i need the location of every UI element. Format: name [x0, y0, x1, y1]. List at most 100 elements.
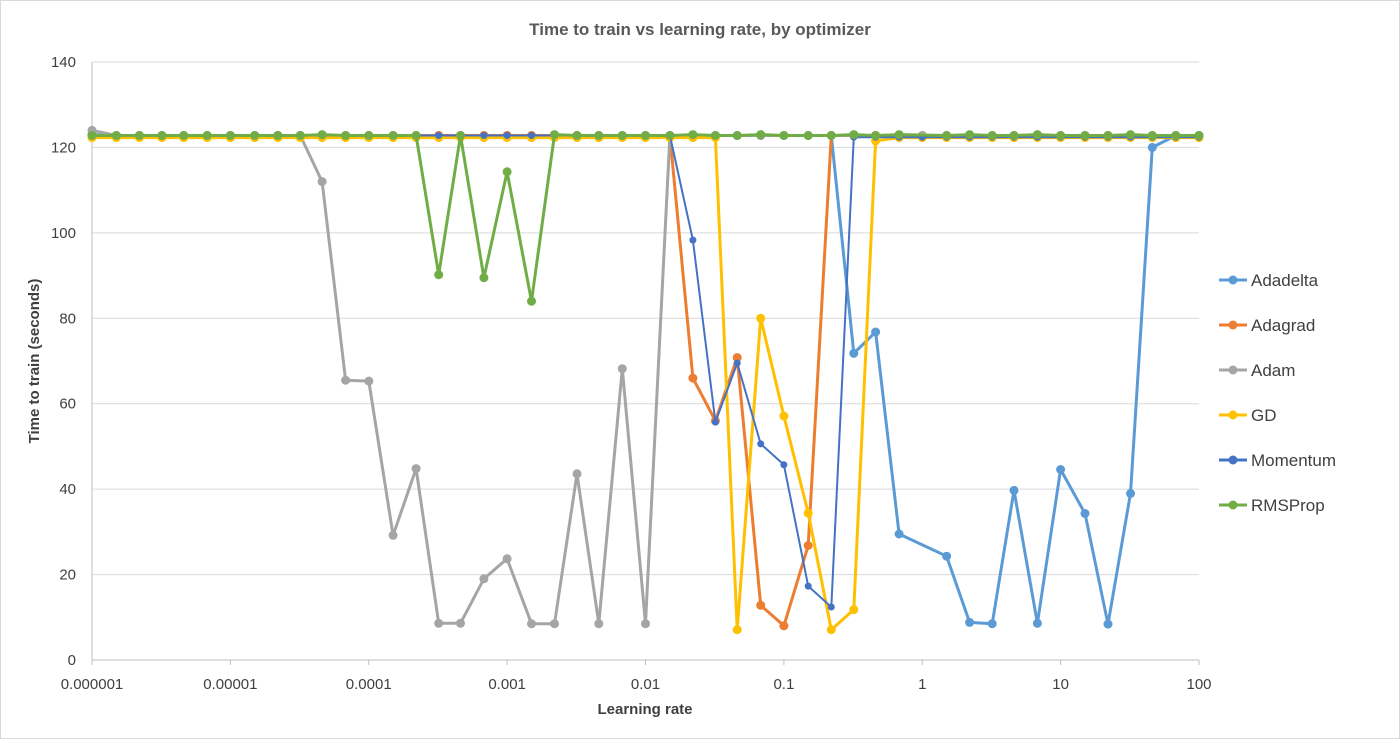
data-point-rmsprop	[456, 131, 465, 140]
data-point-rmsprop	[388, 131, 398, 140]
data-point-rmsprop	[434, 270, 444, 280]
y-tick-label: 80	[59, 310, 76, 327]
series-line-adagrad	[92, 134, 1199, 628]
data-point-rmsprop	[1194, 131, 1204, 140]
data-point-momentum	[480, 132, 488, 139]
series-line-adadelta	[91, 133, 1199, 626]
legend-item-adadelta: Adadelta	[1219, 271, 1319, 290]
data-point-rmsprop	[157, 131, 167, 140]
data-point-rmsprop	[341, 131, 351, 140]
data-point-rmsprop	[179, 131, 189, 140]
data-point-rmsprop	[111, 131, 121, 140]
data-point-adadelta	[965, 617, 975, 627]
data-point-adam	[341, 375, 351, 385]
data-point-rmsprop	[826, 131, 836, 140]
data-point-rmsprop	[202, 131, 212, 140]
series-gd	[87, 133, 1204, 635]
legend-swatch-marker	[1228, 275, 1238, 285]
data-point-rmsprop	[1080, 131, 1090, 140]
data-point-gd	[849, 605, 859, 615]
data-point-adam	[434, 618, 444, 628]
legend-label: GD	[1251, 406, 1277, 425]
data-point-rmsprop	[665, 131, 675, 140]
data-point-momentum	[804, 582, 812, 590]
data-point-rmsprop	[894, 130, 904, 140]
data-point-rmsprop	[1009, 131, 1019, 140]
data-point-adam	[572, 469, 582, 479]
chart-title: Time to train vs learning rate, by optim…	[529, 20, 871, 39]
y-tick-label: 0	[68, 652, 76, 669]
series-adagrad	[87, 131, 1204, 631]
data-point-rmsprop	[250, 131, 260, 140]
series-momentum	[88, 132, 1203, 611]
data-point-momentum	[689, 236, 697, 244]
x-tick-label: 0.1	[773, 676, 794, 693]
data-point-adam	[479, 574, 489, 584]
data-point-gd	[779, 411, 789, 421]
data-point-rmsprop	[594, 131, 604, 140]
data-point-adagrad	[732, 353, 742, 363]
legend-item-adam: Adam	[1219, 361, 1295, 380]
legend-label: Adam	[1251, 361, 1295, 380]
data-point-rmsprop	[411, 131, 421, 140]
x-tick-label: 10	[1052, 676, 1069, 693]
gridlines	[92, 61, 1199, 576]
legend-swatch-marker	[1228, 320, 1238, 330]
data-point-adagrad	[688, 373, 698, 383]
data-point-rmsprop	[1103, 131, 1113, 140]
data-point-rmsprop	[688, 130, 698, 140]
data-point-adam	[550, 619, 559, 629]
data-point-rmsprop	[225, 131, 235, 140]
series-line-adam	[91, 128, 1199, 626]
data-point-rmsprop	[479, 273, 489, 283]
legend-label: RMSProp	[1251, 496, 1325, 515]
data-point-momentum	[827, 603, 835, 611]
data-point-rmsprop	[732, 131, 742, 140]
data-point-rmsprop	[1056, 131, 1066, 140]
data-point-adam	[527, 619, 536, 629]
data-point-rmsprop	[1126, 130, 1135, 140]
data-point-adam	[641, 619, 650, 629]
legend-label: Adagrad	[1251, 316, 1315, 335]
data-point-adadelta	[1009, 485, 1019, 495]
x-tick-label: 0.001	[488, 676, 526, 693]
data-point-rmsprop	[987, 131, 997, 140]
legend: Adadelta Adagrad Adam GD Momentum RMSProp	[1219, 271, 1336, 515]
data-point-gd	[803, 508, 813, 518]
series-line-gd	[92, 136, 1199, 632]
x-tick-label: 0.00001	[203, 676, 257, 693]
data-point-rmsprop	[295, 131, 305, 140]
legend-item-momentum: Momentum	[1219, 451, 1336, 470]
data-point-adam	[617, 364, 627, 374]
data-point-rmsprop	[710, 131, 720, 140]
legend-swatch-marker	[1228, 500, 1238, 510]
data-point-gd	[756, 313, 766, 323]
data-point-adam	[502, 554, 512, 564]
y-tick-label: 40	[59, 481, 76, 498]
data-point-adagrad	[779, 621, 789, 631]
data-point-adadelta	[871, 327, 881, 337]
data-point-rmsprop	[617, 131, 627, 140]
data-point-rmsprop	[273, 131, 283, 140]
data-point-adadelta	[987, 619, 997, 629]
data-point-momentum	[528, 132, 535, 139]
data-point-rmsprop	[779, 131, 789, 140]
x-axis-title: Learning rate	[597, 701, 692, 718]
y-tick-label: 60	[59, 396, 76, 413]
y-axis-title: Time to train (seconds)	[26, 279, 43, 444]
data-point-adadelta	[849, 348, 859, 358]
x-tick-label: 0.000001	[61, 676, 124, 693]
legend-swatch-marker	[1228, 455, 1238, 465]
data-point-adagrad	[756, 600, 766, 610]
y-tick-label: 100	[51, 225, 76, 242]
series-line-rmsprop	[92, 133, 1199, 303]
data-point-rmsprop	[87, 131, 97, 140]
legend-label: Momentum	[1251, 451, 1336, 470]
data-point-rmsprop	[134, 131, 144, 140]
data-point-rmsprop	[502, 167, 512, 177]
data-point-rmsprop	[317, 130, 327, 140]
data-point-adadelta	[1032, 618, 1042, 628]
data-point-momentum	[503, 132, 511, 139]
